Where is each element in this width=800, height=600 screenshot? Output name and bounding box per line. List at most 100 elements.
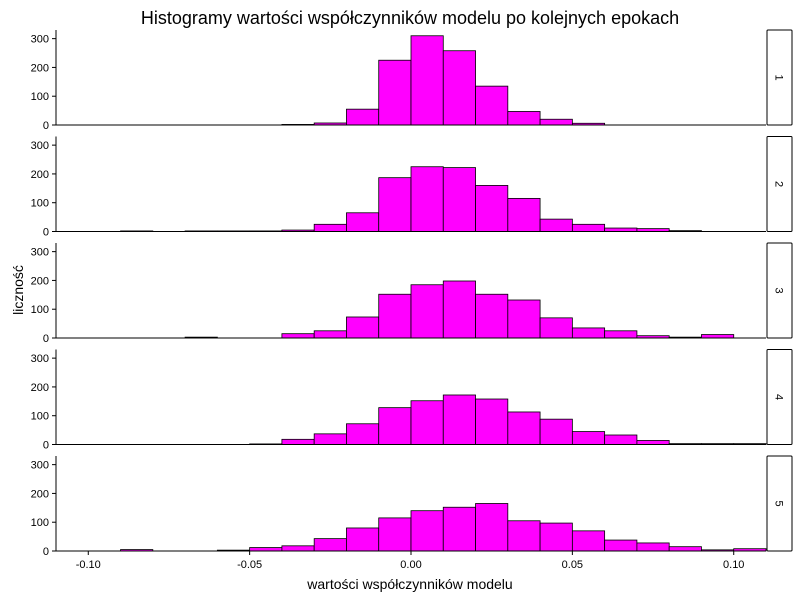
x-tick-label: 0.00 <box>400 559 421 571</box>
histogram-bar <box>475 293 509 339</box>
y-tick-label: 300 <box>31 460 49 472</box>
histogram-bar <box>571 327 606 339</box>
histogram-bar <box>410 400 444 445</box>
y-tick-label: 100 <box>31 517 49 529</box>
y-tick-label: 300 <box>31 247 49 259</box>
histogram-bar <box>410 35 444 126</box>
histogram-bar <box>507 299 541 339</box>
chart-title: Histogramy wartości współczynników model… <box>141 8 679 28</box>
histogram-bar <box>604 539 638 552</box>
histogram-bar <box>346 316 380 339</box>
y-tick-label: 0 <box>43 440 49 452</box>
y-tick-label: 200 <box>31 488 49 500</box>
facet-panel-1: 0 100 200 300 1 <box>31 29 793 132</box>
histogram-bar <box>410 284 444 339</box>
histogram-bar <box>475 398 509 445</box>
facet-panel-3: 0 100 200 300 3 <box>31 242 793 345</box>
histogram-bar <box>507 197 541 232</box>
facet-strip-label: 3 <box>773 287 785 293</box>
facet-panel-4: 0 100 200 300 4 <box>31 349 793 452</box>
x-tick-label: -0.05 <box>237 559 262 571</box>
histogram-bar <box>313 433 347 445</box>
histogram-bar <box>346 212 380 232</box>
facet-strip <box>766 242 793 339</box>
y-tick-label: 0 <box>43 546 49 558</box>
histogram-bar <box>539 118 573 126</box>
histogram-bar <box>346 527 380 552</box>
histogram-bar <box>442 394 476 445</box>
histogram-bar <box>442 50 476 126</box>
histogram-bar <box>442 167 476 232</box>
y-tick-label: 0 <box>43 227 49 239</box>
y-tick-label: 100 <box>31 198 49 210</box>
histogram-bar <box>571 530 606 552</box>
histogram-bar <box>378 59 412 126</box>
facet-strip-label: 1 <box>773 74 785 80</box>
y-tick-label: 300 <box>31 140 49 152</box>
y-tick-label: 200 <box>31 62 49 74</box>
facet-panels: 0 100 200 300 1 0 100 200 300 2 0 100 200 300 3 0 100 200… <box>31 29 793 558</box>
histogram-bar <box>281 545 315 552</box>
facet-strip <box>766 136 793 232</box>
histogram-bar <box>571 431 606 445</box>
histogram-bar <box>378 293 412 339</box>
histogram-bar <box>281 333 315 339</box>
y-axis-title: liczność <box>10 265 26 315</box>
y-tick-label: 300 <box>31 353 49 365</box>
facet-strip-label: 5 <box>773 500 785 506</box>
histogram-bar <box>539 418 573 445</box>
facet-strip-label: 2 <box>773 181 785 187</box>
histogram-bar <box>313 223 347 232</box>
histogram-bar <box>636 542 670 552</box>
x-axis-title: wartości współczynników modelu <box>306 576 512 592</box>
histogram-bar <box>313 330 347 339</box>
histogram-bar <box>346 423 380 445</box>
histogram-bar <box>346 108 380 126</box>
facet-panel-2: 0 100 200 300 2 <box>31 136 793 239</box>
histogram-bar <box>668 546 702 552</box>
x-axis: -0.10 -0.05 0.00 0.05 0.10 <box>76 551 744 571</box>
histogram-bar <box>604 227 638 232</box>
y-tick-label: 100 <box>31 304 49 316</box>
facet-panel-5: 0 100 200 300 5 <box>31 455 793 558</box>
facet-strip <box>766 29 793 126</box>
histogram-bar <box>507 520 541 552</box>
histogram-bar <box>507 411 541 445</box>
y-tick-label: 200 <box>31 169 49 181</box>
histogram-bar <box>249 547 283 552</box>
histogram-bar <box>442 506 476 552</box>
x-tick-label: -0.10 <box>76 559 101 571</box>
histogram-bar <box>539 522 573 552</box>
y-tick-label: 100 <box>31 91 49 103</box>
histogram-bar <box>604 434 638 445</box>
histogram-bar <box>442 280 476 339</box>
y-tick-label: 200 <box>31 275 49 287</box>
histogram-bar <box>410 166 444 232</box>
histogram-bar <box>378 517 412 552</box>
histogram-bar <box>475 503 509 552</box>
y-tick-label: 0 <box>43 333 49 345</box>
y-tick-label: 300 <box>31 34 49 46</box>
histogram-bar <box>475 85 509 126</box>
x-tick-label: 0.10 <box>723 559 744 571</box>
histogram-bar <box>604 330 638 339</box>
histogram-bar <box>636 440 670 445</box>
histogram-bar <box>475 185 509 232</box>
histogram-bar <box>410 510 444 552</box>
facet-strip <box>766 455 793 552</box>
facet-strip <box>766 349 793 445</box>
histogram-bar <box>313 538 347 552</box>
histogram-bar <box>539 317 573 339</box>
y-tick-label: 0 <box>43 120 49 132</box>
histogram-bar <box>507 111 541 126</box>
histogram-bar <box>281 438 315 445</box>
histogram-bar <box>701 334 735 339</box>
y-tick-label: 200 <box>31 382 49 394</box>
y-tick-label: 100 <box>31 411 49 423</box>
histogram-bar <box>378 177 412 232</box>
facet-strip-label: 4 <box>773 394 785 400</box>
histogram-bar <box>571 223 606 232</box>
histogram-bar <box>539 218 573 232</box>
histogram-bar <box>378 407 412 445</box>
